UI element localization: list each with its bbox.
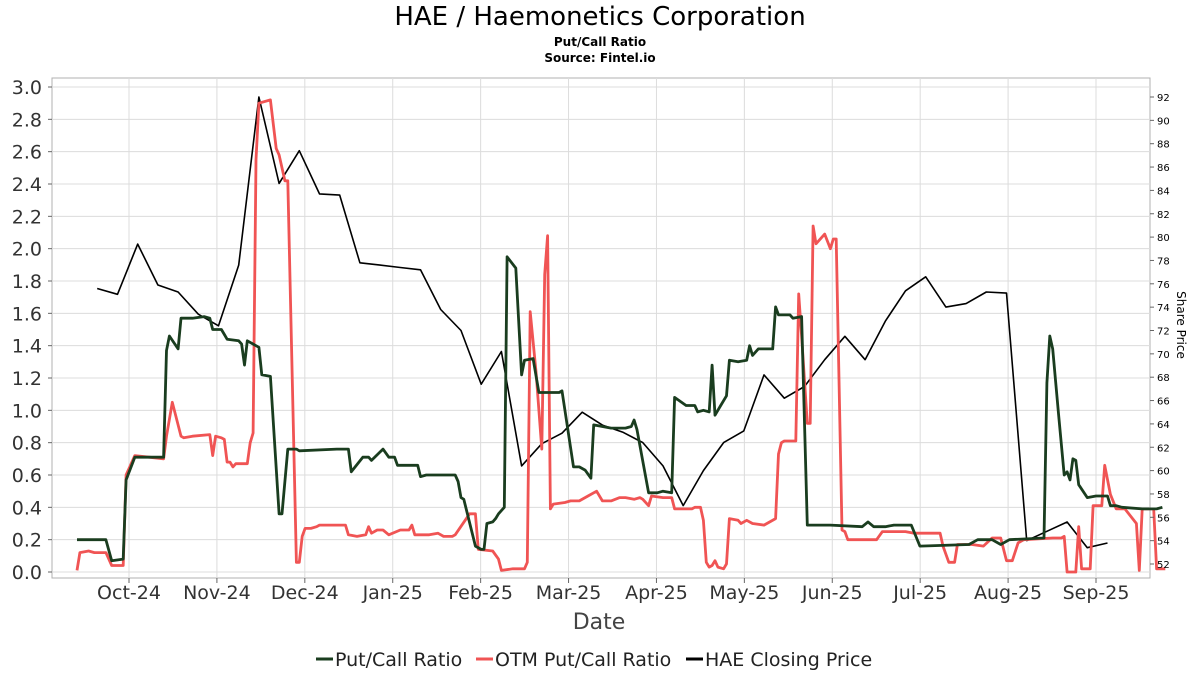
plot-background — [51, 77, 1151, 579]
y-right-tick-label: 80 — [1157, 233, 1170, 244]
y-right-tick-label: 66 — [1157, 397, 1170, 408]
y-right-tick-label: 68 — [1157, 373, 1170, 384]
y-right-tick-label: 52 — [1157, 560, 1170, 571]
y-left-tick-label: 2.6 — [12, 142, 42, 164]
y-left-tick-label: 1.4 — [12, 336, 42, 358]
y-right-tick-label: 62 — [1157, 443, 1170, 454]
y-right-tick-label: 92 — [1157, 93, 1170, 104]
y-right-tick-label: 64 — [1157, 420, 1170, 431]
grid-lines — [52, 78, 1150, 578]
y-right-tick-label: 90 — [1157, 116, 1170, 127]
x-tick-label: Mar-25 — [536, 582, 602, 604]
x-tick-label: Jul-25 — [892, 582, 947, 604]
legend-label: Put/Call Ratio — [335, 649, 462, 671]
y-left-tick-label: 2.8 — [12, 109, 42, 131]
chart-source: Source: Fintel.io — [544, 51, 656, 65]
y-right-tick-label: 74 — [1157, 303, 1170, 314]
x-tick-label: May-25 — [709, 582, 779, 604]
x-tick-label: Dec-24 — [271, 582, 339, 604]
x-tick-label: Jan-25 — [362, 582, 423, 604]
x-tick-label: Oct-24 — [97, 582, 161, 604]
y-right-tick-label: 86 — [1157, 163, 1170, 174]
y-left-tick-label: 3.0 — [12, 77, 42, 99]
y-right-tick-label: 60 — [1157, 467, 1170, 478]
y-right-tick-label: 58 — [1157, 490, 1170, 501]
y-right-axis-title: Share Price — [1174, 291, 1188, 359]
y-right-tick-label: 78 — [1157, 256, 1170, 267]
x-tick-label: Sep-25 — [1063, 582, 1130, 604]
y-left-tick-label: 1.0 — [12, 400, 42, 422]
y-left-tick-label: 2.0 — [12, 239, 42, 261]
y-left-tick-label: 1.8 — [12, 271, 42, 293]
y-right-tick-label: 54 — [1157, 537, 1170, 548]
series-line-put-call-ratio — [77, 255, 1163, 563]
legend: Put/Call Ratio OTM Put/Call Ratio HAE Clos… — [316, 649, 872, 671]
x-tick-label: Aug-25 — [974, 582, 1042, 604]
y-right-tick-label: 70 — [1157, 350, 1170, 361]
y-left-tick-label: 2.4 — [12, 174, 42, 196]
y-right-tick-label: 88 — [1157, 140, 1170, 151]
y-left-tick-label: 0.8 — [12, 433, 42, 455]
axes-layer: 0.0 0.2 0.4 0.6 0.8 1.0 1.2 1.4 1.6 1.8 2.0 2.2 2.4 2… — [12, 77, 1170, 604]
y-right-tick-label: 72 — [1157, 327, 1170, 338]
series-layer — [75, 96, 1166, 574]
y-left-tick-label: 0.0 — [12, 562, 42, 584]
x-tick-label: Nov-24 — [183, 582, 251, 604]
chart-subtitle: Put/Call Ratio — [553, 35, 647, 49]
y-right-tick-label: 76 — [1157, 280, 1170, 291]
y-right-tick-label: 82 — [1157, 210, 1170, 221]
x-tick-label: Jun-25 — [801, 582, 863, 604]
y-left-tick-label: 2.2 — [12, 206, 42, 228]
y-left-tick-label: 0.6 — [12, 465, 42, 487]
x-tick-label: Apr-25 — [625, 582, 688, 604]
legend-label: HAE Closing Price — [705, 649, 872, 671]
y-left-tick-label: 1.6 — [12, 303, 42, 325]
y-right-tick-label: 84 — [1157, 186, 1170, 197]
chart-title: HAE / Haemonetics Corporation — [394, 2, 806, 32]
y-left-tick-label: 0.2 — [12, 530, 42, 552]
y-left-tick-label: 0.4 — [12, 497, 42, 519]
legend-label: OTM Put/Call Ratio — [495, 649, 671, 671]
x-axis-title: Date — [573, 610, 626, 635]
x-tick-label: Feb-25 — [448, 582, 513, 604]
y-left-tick-label: 1.2 — [12, 368, 42, 390]
y-right-tick-label: 56 — [1157, 513, 1170, 524]
